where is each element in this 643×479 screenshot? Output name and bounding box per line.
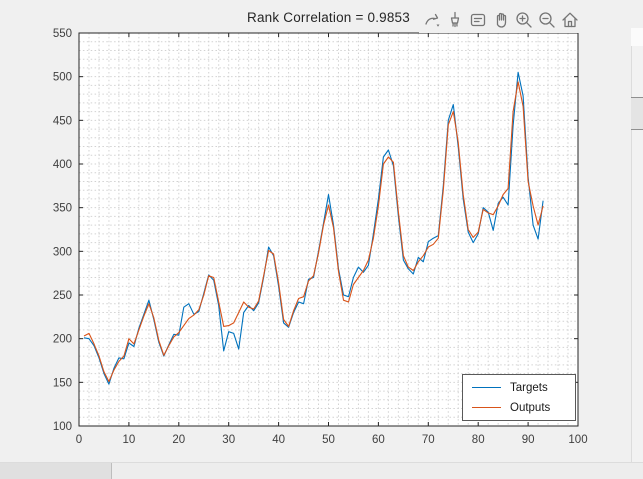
home-icon[interactable]	[559, 9, 581, 32]
minor-grid	[78, 32, 579, 427]
svg-text:550: 550	[53, 28, 72, 40]
svg-text:250: 250	[53, 290, 72, 302]
svg-text:60: 60	[372, 434, 385, 446]
vertical-scrollbar[interactable]	[631, 46, 643, 463]
svg-text:30: 30	[222, 434, 235, 446]
outputs-line-sample	[472, 407, 501, 408]
tick-marks	[78, 32, 579, 427]
svg-text:350: 350	[53, 203, 72, 215]
legend-box[interactable]: Targets Outputs	[462, 374, 576, 421]
brush-data-icon[interactable]	[444, 9, 466, 32]
axes-toolbar	[419, 7, 583, 33]
svg-text:0: 0	[76, 434, 82, 446]
svg-text:10: 10	[123, 434, 136, 446]
svg-text:300: 300	[53, 246, 72, 258]
svg-text:200: 200	[53, 334, 72, 346]
scrollbar-top-cap	[631, 28, 643, 46]
svg-text:20: 20	[172, 434, 185, 446]
svg-text:100: 100	[53, 421, 72, 433]
svg-text:50: 50	[322, 434, 335, 446]
chart-title: Rank Correlation = 0.9853	[247, 10, 410, 25]
pan-icon[interactable]	[490, 9, 512, 32]
legend-label-outputs: Outputs	[510, 401, 551, 414]
svg-text:150: 150	[53, 377, 72, 389]
horizontal-scrollbar[interactable]	[0, 462, 643, 479]
tick-labels: 0 10 20 30 40 50 60 70 80 90 100 100 150 200 250 300 350…	[53, 28, 588, 446]
svg-text:400: 400	[53, 159, 72, 171]
targets-line-sample	[472, 387, 501, 388]
zoom-in-icon[interactable]	[513, 9, 535, 32]
horizontal-scrollbar-thumb[interactable]	[0, 463, 112, 479]
svg-text:90: 90	[522, 434, 535, 446]
svg-text:500: 500	[53, 72, 72, 84]
svg-text:100: 100	[568, 434, 587, 446]
svg-text:40: 40	[272, 434, 285, 446]
svg-text:70: 70	[422, 434, 435, 446]
export-icon[interactable]	[421, 9, 443, 32]
svg-text:80: 80	[472, 434, 485, 446]
vertical-scrollbar-thumb[interactable]	[631, 97, 643, 130]
svg-text:450: 450	[53, 115, 72, 127]
legend-label-targets: Targets	[510, 381, 548, 394]
legend-entry-outputs[interactable]: Outputs	[463, 398, 575, 417]
zoom-out-icon[interactable]	[536, 9, 558, 32]
data-tips-icon[interactable]	[467, 9, 489, 32]
legend-entry-targets[interactable]: Targets	[463, 378, 575, 397]
series-line-outputs[interactable]	[83, 81, 544, 383]
